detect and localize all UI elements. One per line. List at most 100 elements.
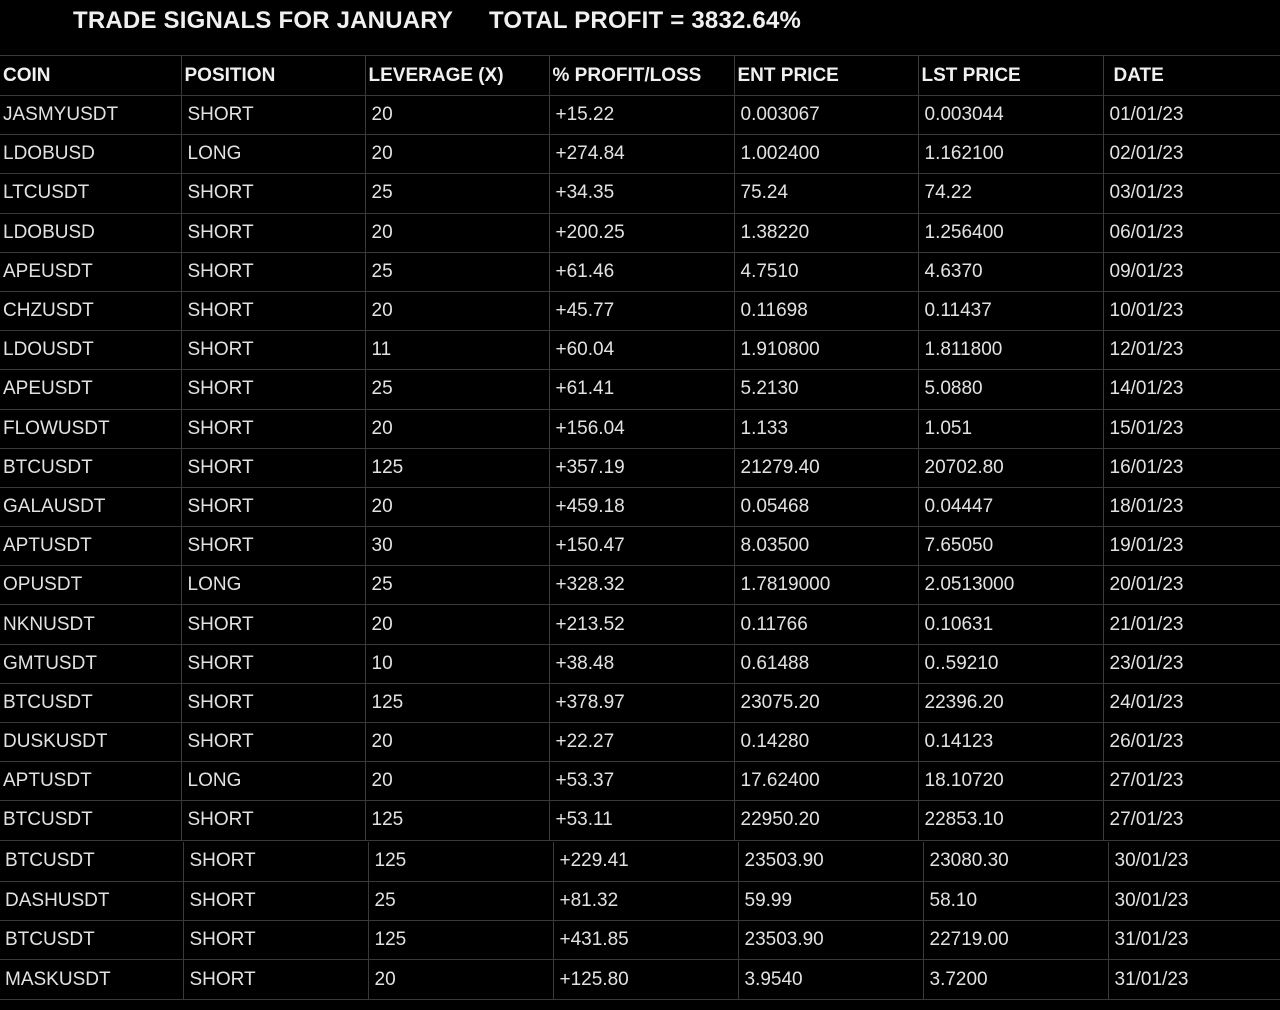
cell-position: SHORT <box>181 95 366 136</box>
cell-position: SHORT <box>181 644 366 684</box>
cell-leverage: 25 <box>365 565 550 606</box>
cell-leverage: 20 <box>365 213 550 253</box>
cell-last-price: 1.051 <box>918 409 1104 449</box>
table-row: DASHUSDT SHORT 25 +81.32 59.99 58.10 30/01/23 <box>0 881 1280 922</box>
cell-last-price: 7.65050 <box>918 526 1104 567</box>
table-row: LDOBUSD SHORT 20 +200.25 1.38220 1.256400 06/0… <box>0 213 1280 253</box>
cell-last-price: 2.0513000 <box>918 565 1104 606</box>
cell-last-price: 0.10631 <box>918 604 1104 645</box>
cell-coin: BTCUSDT <box>0 800 182 841</box>
cell-last-price: 18.10720 <box>918 761 1104 802</box>
cell-entry-price: 21279.40 <box>734 448 919 488</box>
cell-profit-loss: +61.41 <box>549 369 735 410</box>
cell-position: LONG <box>181 134 366 175</box>
cell-date: 23/01/23 <box>1103 644 1280 684</box>
cell-leverage: 125 <box>365 448 550 488</box>
cell-date: 31/01/23 <box>1108 959 1280 1000</box>
cell-leverage: 25 <box>365 369 550 410</box>
table-row: BTCUSDT SHORT 125 +378.97 23075.20 22396.20 24… <box>0 683 1280 724</box>
cell-last-price: 0..59210 <box>918 644 1104 684</box>
cell-coin: APEUSDT <box>0 252 182 292</box>
table-row: JASMYUSDT SHORT 20 +15.22 0.003067 0.003044 01… <box>0 95 1280 136</box>
cell-entry-price: 0.14280 <box>734 722 919 763</box>
cell-profit-loss: +34.35 <box>549 173 735 214</box>
column-header-entry-price: ENT PRICE <box>734 55 919 96</box>
column-header-position: POSITION <box>181 55 366 96</box>
cell-entry-price: 0.05468 <box>734 487 919 528</box>
cell-position: SHORT <box>181 369 366 410</box>
cell-date: 19/01/23 <box>1103 526 1280 567</box>
table-row: LDOUSDT SHORT 11 +60.04 1.910800 1.811800 12/0… <box>0 330 1280 371</box>
table-row: BTCUSDT SHORT 125 +357.19 21279.40 20702.80 16… <box>0 448 1280 488</box>
cell-position: LONG <box>181 761 366 802</box>
total-profit: TOTAL PROFIT = 3832.64% <box>489 7 802 34</box>
cell-coin: NKNUSDT <box>0 604 182 645</box>
cell-leverage: 20 <box>365 291 550 332</box>
cell-last-price: 0.04447 <box>918 487 1104 528</box>
table-row: LDOBUSD LONG 20 +274.84 1.002400 1.162100 02/0… <box>0 134 1280 175</box>
cell-position: SHORT <box>183 920 369 961</box>
cell-leverage: 20 <box>365 95 550 136</box>
cell-profit-loss: +378.97 <box>549 683 735 724</box>
cell-entry-price: 59.99 <box>738 881 924 922</box>
cell-leverage: 20 <box>365 761 550 802</box>
table-row: BTCUSDT SHORT 125 +229.41 23503.90 23080.30 30… <box>0 842 1280 882</box>
table-row: APEUSDT SHORT 25 +61.41 5.2130 5.0880 14/01/23 <box>0 369 1280 410</box>
cell-coin: DASHUSDT <box>0 881 184 922</box>
cell-entry-price: 0.003067 <box>734 95 919 136</box>
cell-coin: LDOBUSD <box>0 213 182 253</box>
cell-profit-loss: +357.19 <box>549 448 735 488</box>
table-row: GALAUSDT SHORT 20 +459.18 0.05468 0.04447 18/0… <box>0 487 1280 528</box>
cell-entry-price: 23075.20 <box>734 683 919 724</box>
cell-profit-loss: +60.04 <box>549 330 735 371</box>
table-row: DUSKUSDT SHORT 20 +22.27 0.14280 0.14123 26/01… <box>0 722 1280 763</box>
column-header-coin: COIN <box>0 55 182 96</box>
cell-leverage: 25 <box>365 173 550 214</box>
cell-profit-loss: +156.04 <box>549 409 735 449</box>
cell-leverage: 20 <box>368 959 554 1000</box>
cell-leverage: 20 <box>365 487 550 528</box>
cell-date: 18/01/23 <box>1103 487 1280 528</box>
cell-last-price: 20702.80 <box>918 448 1104 488</box>
cell-position: SHORT <box>181 173 366 214</box>
cell-last-price: 3.7200 <box>923 959 1109 1000</box>
signals-table-continued: BTCUSDT SHORT 125 +229.41 23503.90 23080.30 30… <box>0 842 1280 1000</box>
table-row: MASKUSDT SHORT 20 +125.80 3.9540 3.7200 31/01/… <box>0 959 1280 1000</box>
table-header-row: COIN POSITION LEVERAGE (X)% PROFIT/LOSS ENT… <box>0 55 1280 96</box>
column-header-leverage: LEVERAGE (X) <box>365 55 550 96</box>
cell-position: SHORT <box>181 526 366 567</box>
cell-position: SHORT <box>181 409 366 449</box>
cell-date: 06/01/23 <box>1103 213 1280 253</box>
cell-profit-loss: +45.77 <box>549 291 735 332</box>
cell-last-price: 74.22 <box>918 173 1104 214</box>
cell-last-price: 1.162100 <box>918 134 1104 175</box>
cell-date: 20/01/23 <box>1103 565 1280 606</box>
cell-profit-loss: +150.47 <box>549 526 735 567</box>
cell-leverage: 20 <box>365 134 550 175</box>
cell-coin: APTUSDT <box>0 526 182 567</box>
table-row: APEUSDT SHORT 25 +61.46 4.7510 4.6370 09/01/23 <box>0 252 1280 292</box>
cell-date: 14/01/23 <box>1103 369 1280 410</box>
cell-last-price: 23080.30 <box>923 842 1109 882</box>
cell-leverage: 30 <box>365 526 550 567</box>
cell-profit-loss: +22.27 <box>549 722 735 763</box>
cell-leverage: 10 <box>365 644 550 684</box>
cell-entry-price: 0.11698 <box>734 291 919 332</box>
cell-profit-loss: +274.84 <box>549 134 735 175</box>
cell-position: SHORT <box>181 683 366 724</box>
cell-entry-price: 0.61488 <box>734 644 919 684</box>
cell-leverage: 25 <box>368 881 554 922</box>
cell-position: SHORT <box>181 330 366 371</box>
cell-entry-price: 1.002400 <box>734 134 919 175</box>
cell-coin: BTCUSDT <box>0 448 182 488</box>
cell-leverage: 125 <box>365 683 550 724</box>
cell-date: 30/01/23 <box>1108 881 1280 922</box>
cell-entry-price: 0.11766 <box>734 604 919 645</box>
cell-last-price: 5.0880 <box>918 369 1104 410</box>
cell-leverage: 125 <box>368 842 554 882</box>
table-body: JASMYUSDT SHORT 20 +15.22 0.003067 0.003044 01… <box>0 95 1280 841</box>
cell-entry-price: 17.62400 <box>734 761 919 802</box>
cell-coin: GALAUSDT <box>0 487 182 528</box>
column-header-profit-loss: % PROFIT/LOSS <box>549 55 735 96</box>
cell-date: 12/01/23 <box>1103 330 1280 371</box>
